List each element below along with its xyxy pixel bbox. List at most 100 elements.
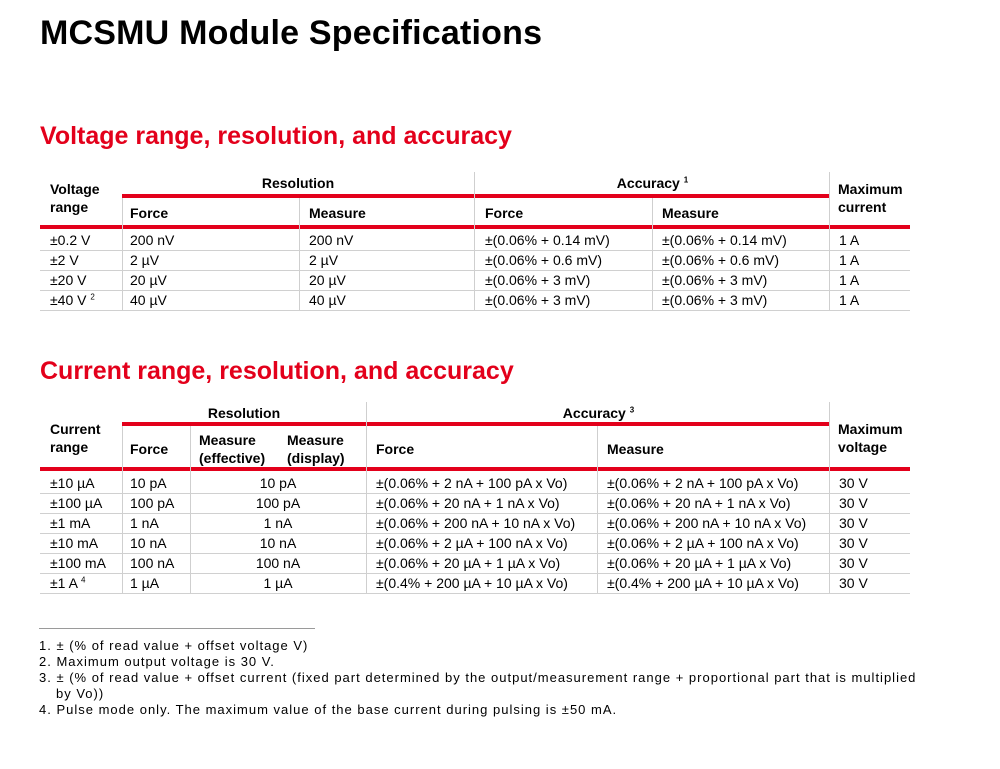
row-divider [40, 533, 910, 534]
res-measure-cell: 100 pA [255, 495, 301, 511]
range-text: ±40 V [50, 292, 87, 308]
row-divider [40, 593, 910, 594]
acc-force-cell: ±(0.4% + 200 µA + 10 µA x Vo) [376, 575, 568, 591]
current-res-measure-effective-header: Measure (effective) [199, 432, 266, 466]
current-max-voltage-header: Maximum voltage [838, 421, 903, 455]
acc-measure-cell: ±(0.06% + 20 nA + 1 nA x Vo) [607, 495, 791, 511]
accuracy-footnote-marker: 3 [629, 405, 635, 415]
footnote-3-continuation: by Vo)) [56, 686, 105, 701]
voltage-col-sep [122, 198, 123, 310]
voltage-max-current-header: Maximum current [838, 181, 903, 215]
res-measure-cell: 40 µV [309, 292, 346, 308]
row-divider [40, 290, 910, 291]
current-group-divider [366, 402, 367, 426]
voltage-resolution-header: Resolution [261, 175, 335, 191]
current-res-measure-display-header: Measure (display) [287, 432, 345, 466]
row-divider [40, 493, 910, 494]
current-accuracy-header: Accuracy 3 [562, 405, 635, 421]
current-group-rule [122, 422, 830, 426]
max-cell: 30 V [839, 495, 868, 511]
range-cell: ±40 V 2 [50, 290, 95, 310]
voltage-acc-measure-header: Measure [662, 205, 719, 221]
current-section-title: Current range, resolution, and accuracy [40, 357, 514, 385]
acc-measure-cell: ±(0.06% + 20 µA + 1 µA x Vo) [607, 555, 792, 571]
footnotes: 1. ± (% of read value + offset voltage V… [39, 638, 939, 718]
res-measure-cell: 10 pA [259, 475, 297, 491]
current-col-sep [597, 426, 598, 593]
voltage-section-title: Voltage range, resolution, and accuracy [40, 122, 512, 150]
footnote-2: 2. Maximum output voltage is 30 V. [39, 654, 275, 669]
current-res-force-header: Force [130, 441, 169, 457]
row-divider [40, 513, 910, 514]
res-measure-cell: 200 nV [309, 232, 354, 248]
acc-force-cell: ±(0.06% + 20 µA + 1 µA x Vo) [376, 555, 561, 571]
accuracy-footnote-marker: 1 [683, 175, 689, 185]
voltage-header-rule [40, 225, 910, 229]
voltage-acc-force-header: Force [485, 205, 524, 221]
max-cell: 1 A [839, 252, 860, 268]
voltage-range-header: Voltage range [50, 181, 100, 215]
res-force-cell: 1 µA [130, 575, 160, 591]
acc-force-cell: ±(0.06% + 0.14 mV) [485, 232, 610, 248]
voltage-col-sep [299, 198, 300, 310]
max-cell: 1 A [839, 232, 860, 248]
max-cell: 30 V [839, 555, 868, 571]
res-measure-cell: 1 µA [263, 575, 293, 591]
range-cell: ±10 µA [50, 475, 95, 491]
res-force-cell: 200 nV [130, 232, 175, 248]
footnote-marker: 4 [81, 575, 86, 585]
max-cell: 1 A [839, 272, 860, 288]
acc-force-cell: ±(0.06% + 2 nA + 100 pA x Vo) [376, 475, 568, 491]
voltage-group-rule [122, 194, 830, 198]
row-divider [40, 310, 910, 311]
range-cell: ±20 V [50, 272, 87, 288]
current-col-sep [366, 426, 367, 593]
acc-measure-cell: ±(0.06% + 0.6 mV) [662, 252, 780, 268]
current-acc-measure-header: Measure [607, 441, 664, 457]
row-divider [40, 553, 910, 554]
voltage-col-sep [829, 172, 830, 310]
row-divider [40, 573, 910, 574]
res-force-cell: 20 µV [130, 272, 167, 288]
res-force-cell: 40 µV [130, 292, 167, 308]
page-title: MCSMU Module Specifications [40, 14, 543, 52]
voltage-res-measure-header: Measure [309, 205, 366, 221]
max-cell: 30 V [839, 575, 868, 591]
range-cell: ±2 V [50, 252, 79, 268]
range-cell: ±100 mA [50, 555, 106, 571]
range-cell: ±100 µA [50, 495, 103, 511]
voltage-accuracy-header: Accuracy 1 [616, 175, 689, 191]
acc-force-cell: ±(0.06% + 3 mV) [485, 292, 591, 308]
voltage-col-sep [652, 198, 653, 310]
res-force-cell: 10 nA [130, 535, 167, 551]
row-divider [40, 270, 910, 271]
acc-measure-cell: ±(0.06% + 2 µA + 100 nA x Vo) [607, 535, 799, 551]
current-range-header: Current range [50, 421, 101, 455]
res-measure-cell: 2 µV [309, 252, 339, 268]
voltage-col-sep [474, 198, 475, 310]
range-cell: ±10 mA [50, 535, 99, 551]
res-force-cell: 100 nA [130, 555, 175, 571]
range-cell: ±1 mA [50, 515, 91, 531]
max-cell: 30 V [839, 475, 868, 491]
res-force-cell: 10 pA [130, 475, 167, 491]
acc-force-cell: ±(0.06% + 200 nA + 10 nA x Vo) [376, 515, 576, 531]
current-col-sep [122, 426, 123, 593]
acc-force-cell: ±(0.06% + 0.6 mV) [485, 252, 603, 268]
voltage-res-force-header: Force [130, 205, 169, 221]
current-col-sep [190, 426, 191, 593]
range-text: ±1 A [50, 575, 78, 591]
res-measure-cell: 20 µV [309, 272, 346, 288]
res-measure-cell: 100 nA [255, 555, 301, 571]
res-force-cell: 1 nA [130, 515, 159, 531]
acc-measure-cell: ±(0.06% + 3 mV) [662, 272, 768, 288]
res-measure-cell: 1 nA [263, 515, 293, 531]
row-divider [40, 250, 910, 251]
acc-force-cell: ±(0.06% + 3 mV) [485, 272, 591, 288]
res-measure-cell: 10 nA [259, 535, 297, 551]
max-cell: 30 V [839, 535, 868, 551]
res-force-cell: 100 pA [130, 495, 175, 511]
footnote-3: 3. ± (% of read value + offset current (… [39, 670, 917, 685]
footnote-rule [39, 628, 315, 629]
current-header-rule [40, 467, 910, 471]
